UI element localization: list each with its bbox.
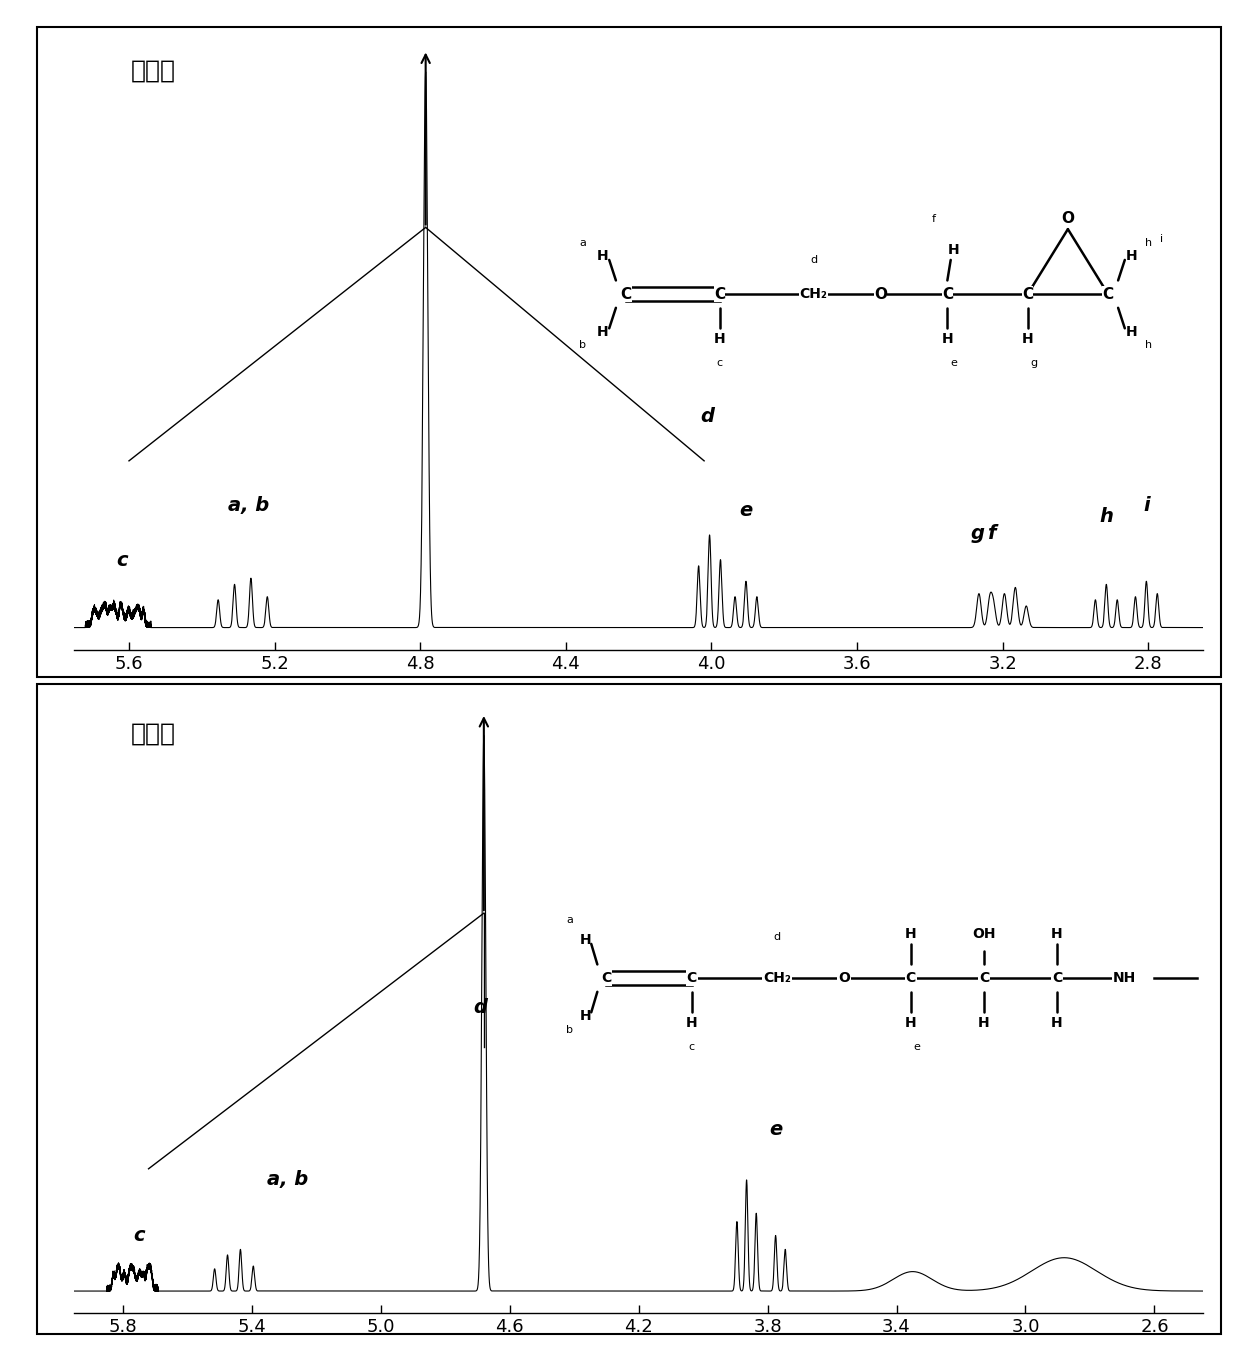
Text: b: b bbox=[579, 341, 587, 350]
Text: H: H bbox=[1052, 1015, 1063, 1030]
Text: H: H bbox=[949, 242, 960, 257]
Text: e: e bbox=[769, 1120, 782, 1140]
Text: H: H bbox=[905, 926, 916, 941]
Text: g: g bbox=[970, 524, 985, 543]
Text: d: d bbox=[474, 999, 487, 1018]
Text: h: h bbox=[1145, 341, 1152, 350]
Text: a: a bbox=[579, 238, 585, 248]
Text: H: H bbox=[714, 331, 725, 346]
Text: H: H bbox=[686, 1015, 698, 1030]
Text: C: C bbox=[978, 971, 990, 985]
Text: OH: OH bbox=[972, 926, 996, 941]
Text: C: C bbox=[1102, 287, 1114, 301]
Text: d: d bbox=[701, 406, 714, 425]
Text: H: H bbox=[596, 324, 609, 339]
Text: g: g bbox=[1030, 357, 1038, 368]
Text: H: H bbox=[1052, 926, 1063, 941]
Text: h: h bbox=[1100, 508, 1114, 525]
Text: a, b: a, b bbox=[267, 1171, 308, 1189]
Text: H: H bbox=[1126, 249, 1137, 264]
Text: CH₂: CH₂ bbox=[800, 287, 827, 301]
Text: O: O bbox=[838, 971, 849, 985]
Text: h: h bbox=[1145, 238, 1152, 248]
Text: H: H bbox=[978, 1015, 990, 1030]
Text: i: i bbox=[1161, 234, 1163, 245]
Text: H: H bbox=[1022, 331, 1033, 346]
Text: 乙烯基: 乙烯基 bbox=[131, 722, 176, 746]
Text: C: C bbox=[687, 971, 697, 985]
Text: CH₂: CH₂ bbox=[763, 971, 791, 985]
Text: c: c bbox=[717, 357, 723, 368]
Text: e: e bbox=[951, 357, 957, 368]
Text: d: d bbox=[774, 933, 780, 943]
Text: e: e bbox=[914, 1042, 920, 1052]
Text: C: C bbox=[905, 971, 916, 985]
Text: H: H bbox=[579, 933, 591, 948]
Text: H: H bbox=[596, 249, 609, 264]
Text: C: C bbox=[1022, 287, 1033, 301]
Text: O: O bbox=[1061, 212, 1074, 226]
Text: a: a bbox=[567, 915, 573, 925]
Text: C: C bbox=[601, 971, 611, 985]
Text: H: H bbox=[941, 331, 954, 346]
Text: a, b: a, b bbox=[228, 495, 270, 514]
Text: 乙烯基: 乙烯基 bbox=[131, 59, 176, 82]
Text: f: f bbox=[932, 213, 936, 224]
Text: H: H bbox=[1126, 324, 1137, 339]
Text: c: c bbox=[133, 1226, 145, 1245]
Text: NH: NH bbox=[1112, 971, 1136, 985]
Text: c: c bbox=[688, 1042, 694, 1052]
Text: d: d bbox=[810, 254, 817, 265]
Text: c: c bbox=[117, 551, 128, 570]
Text: f: f bbox=[987, 524, 996, 543]
Text: C: C bbox=[942, 287, 952, 301]
Text: C: C bbox=[714, 287, 725, 301]
Text: O: O bbox=[874, 287, 887, 301]
Text: C: C bbox=[620, 287, 631, 301]
Text: C: C bbox=[1052, 971, 1061, 985]
Text: H: H bbox=[579, 1008, 591, 1023]
Text: e: e bbox=[739, 502, 753, 520]
Text: b: b bbox=[567, 1025, 573, 1034]
Text: i: i bbox=[1143, 495, 1149, 514]
Text: H: H bbox=[905, 1015, 916, 1030]
